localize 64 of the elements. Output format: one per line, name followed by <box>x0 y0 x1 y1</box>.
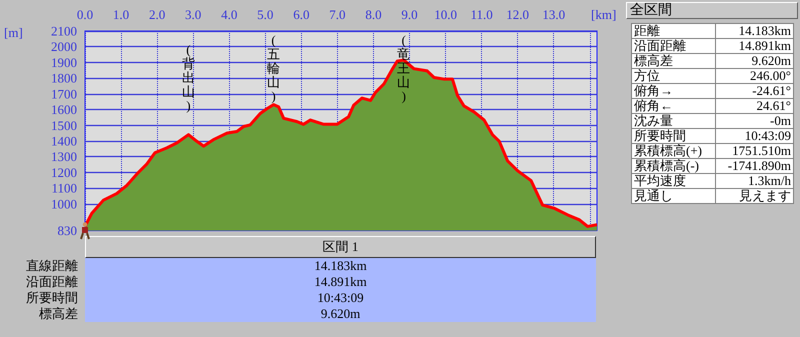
category-label: 平均速度 <box>632 173 716 188</box>
text: -24.61° <box>752 83 791 98</box>
y-tick-label: 1100 <box>51 180 77 196</box>
text: 10:43:09 <box>744 128 791 143</box>
x-tick-label: 0.0 <box>76 7 94 22</box>
text: 14.891km <box>314 274 367 289</box>
text: 区間 1 <box>85 236 596 258</box>
category-label: 所要時間 <box>25 290 79 306</box>
category-label: 俯角← <box>632 98 716 114</box>
y-tick-label: 1800 <box>51 70 77 86</box>
text: 10:43:09 <box>317 290 364 305</box>
x-tick-label: 1.0 <box>112 7 130 22</box>
y-tick-label: 2100 <box>51 24 77 38</box>
y-tick-label: 2000 <box>51 39 77 54</box>
y-tick-label: 1600 <box>51 102 77 118</box>
category-label: 直線距離 <box>25 258 79 274</box>
x-tick-label: 6.0 <box>293 7 310 22</box>
x-tick-label: 2.0 <box>148 7 166 22</box>
category-label: 沿面距離 <box>632 38 716 54</box>
x-tick-label: 10.0 <box>434 7 457 22</box>
text: 14.183km <box>314 258 367 273</box>
y-tick-label: 1300 <box>51 149 77 164</box>
x-axis-title: [km] <box>591 7 616 22</box>
text: 14.183km <box>738 23 791 38</box>
text: 24.61° <box>756 98 791 113</box>
category-label: 累積標高(-) <box>632 158 716 174</box>
x-tick-label: 3.0 <box>185 7 202 22</box>
category-label: 見通し <box>632 188 716 204</box>
category-label: 俯角→ <box>632 83 716 98</box>
category-label: 沈み量 <box>632 113 716 128</box>
y-tick-label: 1200 <box>51 164 77 180</box>
text: 1.3km/h <box>748 173 791 188</box>
category-label: 所要時間 <box>632 128 716 144</box>
text: 14.891km <box>738 38 791 53</box>
y-tick-label: 1400 <box>51 133 77 148</box>
x-tick-label: 9.0 <box>401 7 418 22</box>
category-label: 標高差 <box>38 306 79 322</box>
text: 全区間 <box>626 2 798 19</box>
text: -0m <box>770 113 791 128</box>
x-tick-label: 8.0 <box>365 7 382 22</box>
annotation: (竜王山) <box>397 32 410 104</box>
category-label: 距離 <box>632 23 716 38</box>
text: 見えます <box>739 188 791 203</box>
category-label: 標高差 <box>632 53 716 68</box>
y-tick-label: 1000 <box>51 196 77 212</box>
text: 9.620m <box>752 53 791 68</box>
text: 1751.510m <box>732 143 791 158</box>
y-tick-label: 1700 <box>51 86 77 102</box>
text: 9.620m <box>320 306 360 321</box>
category-label: 累積標高(+) <box>632 143 716 158</box>
y-tick-label: 830 <box>58 223 77 238</box>
text: -1741.890m <box>728 158 791 173</box>
x-tick-label: 5.0 <box>257 7 274 22</box>
y-tick-label: 1500 <box>51 118 77 133</box>
x-tick-label: 11.0 <box>470 7 493 22</box>
category-label: 方位 <box>632 68 716 84</box>
x-tick-label: 13.0 <box>542 7 566 22</box>
text: 246.00° <box>750 68 791 83</box>
category-label: 沿面距離 <box>25 274 79 290</box>
x-tick-label: 4.0 <box>221 7 238 22</box>
y-axis-title: [m] <box>4 25 23 40</box>
y-tick-label: 1900 <box>51 54 77 70</box>
x-tick-label: 12.0 <box>506 7 530 22</box>
x-tick-label: 7.0 <box>329 7 346 22</box>
